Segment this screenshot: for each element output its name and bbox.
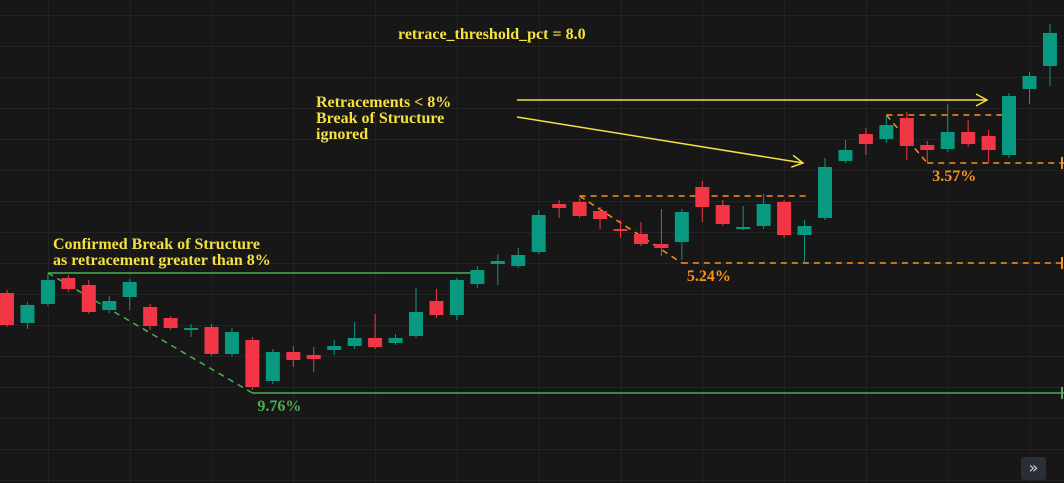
candle-body — [20, 305, 35, 323]
retracement-label: 5.24% — [687, 268, 731, 285]
annotation: as retracement greater than 8% — [53, 252, 271, 269]
arrow — [516, 116, 805, 168]
candle-body — [245, 340, 260, 387]
candle-body — [368, 338, 383, 347]
candle-body — [224, 332, 239, 354]
candle-body — [102, 301, 117, 310]
annotation: ignored — [316, 126, 368, 143]
candle-body — [327, 346, 342, 350]
candle-body — [265, 352, 280, 381]
retracement — [579, 195, 683, 264]
marks: 9.76% 5.24% 3.57% — [0, 24, 1064, 415]
annotation: Confirmed Break of Structure — [53, 236, 260, 253]
candle-body — [552, 204, 567, 208]
candle-body — [490, 261, 505, 264]
candle-body — [674, 212, 689, 242]
candle-body — [449, 280, 464, 315]
candle-body — [920, 145, 935, 150]
retracement-label: 9.76% — [257, 398, 301, 415]
candle-body — [654, 244, 669, 248]
candle-body — [981, 136, 996, 150]
candle-body — [797, 226, 812, 235]
candle-body — [306, 355, 321, 359]
candle-body — [777, 202, 792, 235]
candle-body — [695, 187, 710, 207]
candle-body — [818, 167, 832, 218]
candle-body — [593, 211, 608, 219]
retracement-label: 3.57% — [932, 168, 976, 185]
retracement — [47, 272, 253, 394]
candle-body — [81, 285, 96, 312]
candle-body — [572, 202, 587, 216]
candle-body — [0, 293, 14, 325]
candle-body — [858, 134, 873, 144]
candle-body — [347, 338, 362, 346]
candle-body — [40, 280, 55, 304]
candle-body — [204, 327, 219, 354]
candle-body — [961, 132, 976, 144]
candle-body — [429, 301, 444, 315]
candle-body — [879, 125, 894, 139]
candle-body — [838, 150, 853, 161]
candle-body — [899, 118, 914, 146]
candle-body — [143, 307, 158, 326]
candle-body — [1002, 96, 1017, 155]
candle-body — [409, 312, 423, 336]
candle-body — [511, 255, 526, 266]
candle-body — [940, 132, 955, 149]
candle-body — [736, 227, 751, 229]
chart-title: retrace_threshold_pct = 8.0 — [398, 26, 586, 43]
annotation: Break of Structure — [316, 110, 444, 127]
candle-body — [163, 318, 178, 328]
candle-body — [61, 278, 76, 289]
candle-body — [613, 229, 628, 231]
candle-body — [184, 328, 199, 330]
candle-body — [388, 338, 403, 343]
candle-body — [470, 270, 485, 284]
candle-body — [756, 204, 771, 226]
candle-body — [633, 234, 648, 244]
candle-body — [286, 352, 301, 360]
annotation: Retracements < 8% — [316, 94, 451, 111]
candle-body — [122, 282, 137, 297]
candle-body — [715, 205, 730, 224]
candle-body — [1042, 33, 1057, 66]
candle-body — [531, 215, 546, 252]
scroll-button[interactable]: » — [1021, 457, 1046, 480]
candle-body — [1022, 76, 1037, 89]
